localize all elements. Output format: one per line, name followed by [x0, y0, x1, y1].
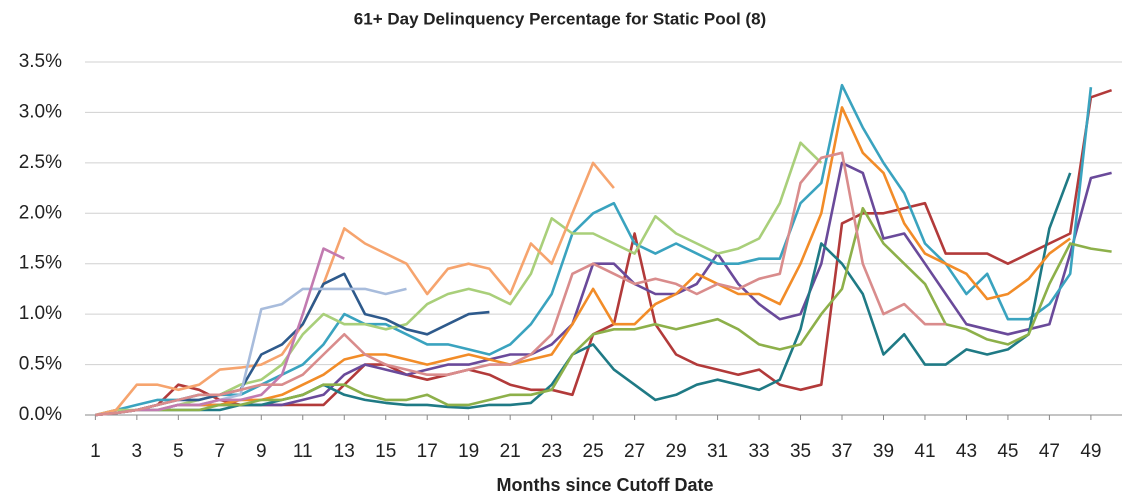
y-tick-label: 0.0%	[19, 404, 62, 425]
x-tick-label: 23	[541, 441, 562, 462]
x-tick-label: 25	[583, 441, 604, 462]
x-tick-label: 49	[1080, 441, 1101, 462]
x-tick-label: 17	[417, 441, 438, 462]
x-tick-label: 7	[215, 441, 226, 462]
x-tick-label: 5	[173, 441, 184, 462]
series-line	[95, 141, 823, 417]
x-tick-label: 15	[375, 441, 396, 462]
x-tick-label: 43	[956, 441, 977, 462]
series-line	[95, 151, 946, 417]
x-tick-label: 31	[707, 441, 728, 462]
x-tick-label: 21	[500, 441, 521, 462]
y-tick-label: 3.0%	[19, 101, 62, 122]
y-tick-label: 2.0%	[19, 202, 62, 223]
x-tick-label: 35	[790, 441, 811, 462]
x-tick-label: 13	[334, 441, 355, 462]
x-tick-label: 27	[624, 441, 645, 462]
x-tick-label: 3	[132, 441, 143, 462]
y-tick-label: 2.5%	[19, 152, 62, 173]
x-tick-label: 45	[997, 441, 1018, 462]
x-tick-label: 1	[90, 441, 101, 462]
x-tick-label: 29	[666, 441, 687, 462]
series-line	[95, 161, 615, 417]
x-tick-label: 47	[1039, 441, 1060, 462]
y-tick-label: 3.5%	[19, 51, 62, 72]
series-line	[95, 172, 1072, 417]
x-tick-label: 9	[256, 441, 267, 462]
x-tick-label: 19	[458, 441, 479, 462]
lines	[95, 83, 1113, 417]
y-tick-label: 1.0%	[19, 303, 62, 324]
x-axis-title: Months since Cutoff Date	[496, 475, 713, 495]
x-tick-label: 39	[873, 441, 894, 462]
series-line	[95, 206, 1112, 417]
x-tick-label: 11	[293, 441, 313, 462]
x-tick-label: 41	[914, 441, 935, 462]
x-tick-label: 33	[748, 441, 769, 462]
x-tick-label: 37	[831, 441, 852, 462]
chart-title: 61+ Day Delinquency Percentage for Stati…	[354, 9, 766, 28]
y-tick-label: 0.5%	[19, 354, 62, 375]
y-tick-label: 1.5%	[19, 253, 62, 274]
